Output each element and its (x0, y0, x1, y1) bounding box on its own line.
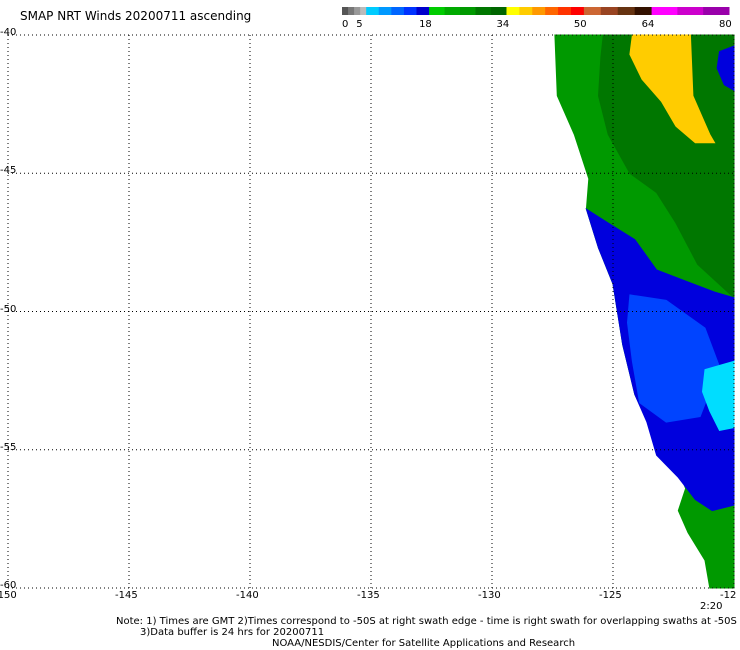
colorbar-label: 0 (342, 19, 349, 30)
longitude-tick-label: -125 (599, 590, 622, 601)
longitude-tick-label: -130 (478, 590, 501, 601)
wind-swath-region (626, 294, 721, 423)
latitude-tick-label: -60 (0, 580, 17, 591)
swath-time-label: 2:20 (700, 601, 723, 612)
colorbar-label: 18 (419, 19, 432, 30)
colorbar-label: 64 (641, 19, 655, 30)
colorbar-label: 34 (496, 19, 510, 30)
latitude-tick-label: -40 (0, 27, 17, 38)
latitude-tick-label: -55 (0, 441, 17, 453)
longitude-tick-label: -145 (115, 590, 138, 601)
longitude-tick-label: -140 (236, 590, 259, 601)
credit-line: NOAA/NESDIS/Center for Satellite Applica… (272, 638, 576, 649)
wind-swath-region (716, 45, 735, 92)
wind-swath-region (629, 34, 716, 144)
colorbar-label: 5 (356, 19, 363, 30)
colorbar-label: 50 (573, 19, 587, 30)
footnote-line-2: 3)Data buffer is 24 hrs for 20200711 (140, 627, 325, 638)
map-title: SMAP NRT Winds 20200711 ascending (20, 9, 252, 23)
longitude-tick-label: -135 (357, 590, 380, 601)
latitude-tick-label: -45 (0, 165, 17, 177)
wind-swath-region (597, 34, 735, 299)
longitude-tick-label: -12 (720, 590, 737, 601)
wind-swath-region (701, 360, 735, 431)
longitude-tick-label: -150 (0, 590, 17, 601)
latitude-tick-label: -50 (0, 303, 17, 315)
footnote-line-1: Note: 1) Times are GMT 2)Times correspon… (116, 616, 737, 627)
colorbar-label: 80 (719, 19, 732, 30)
